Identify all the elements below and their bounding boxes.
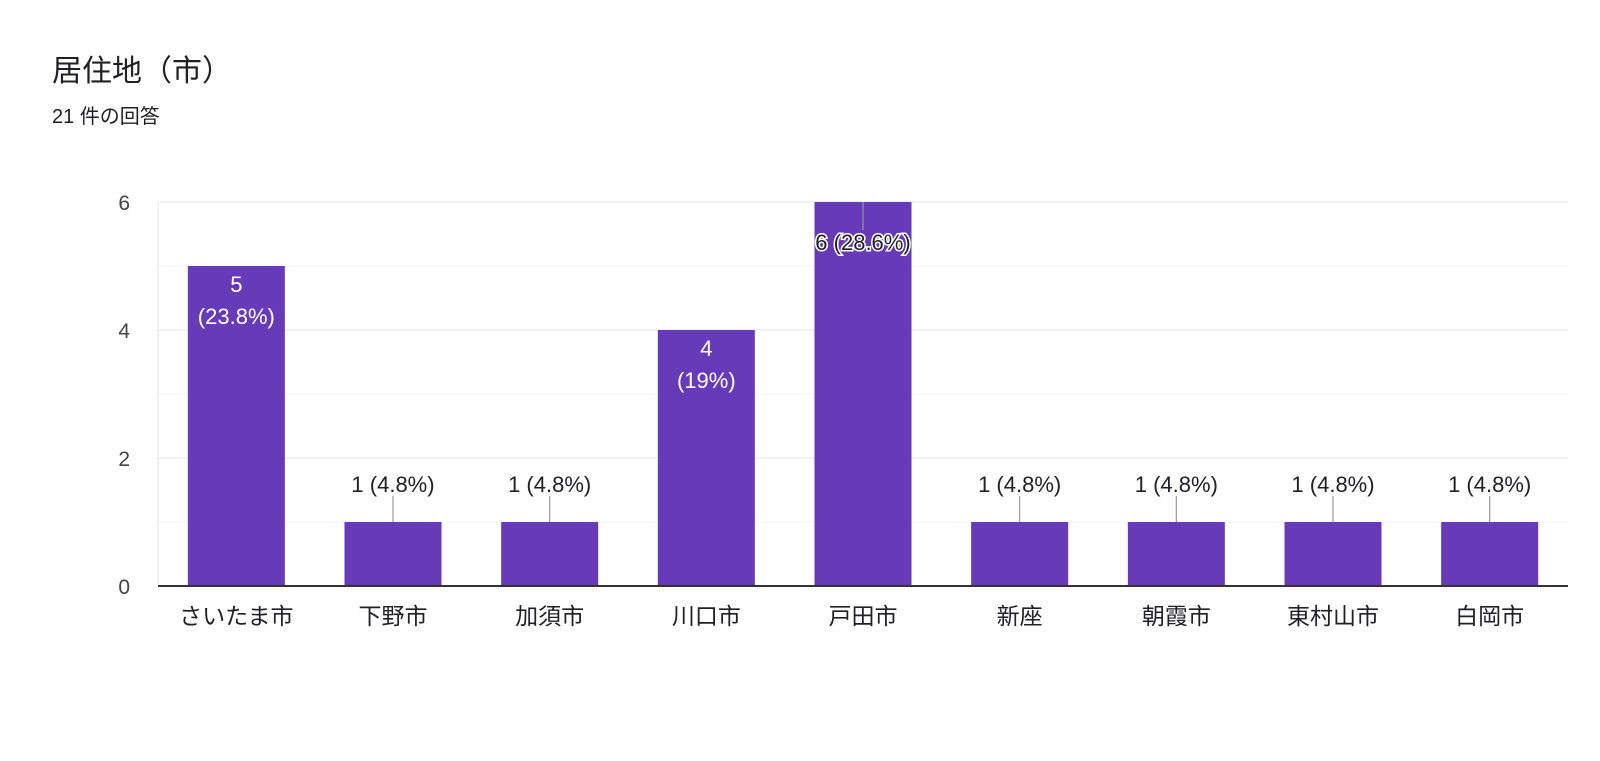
y-tick-label: 4 (118, 320, 130, 343)
response-count: 21 件の回答 (52, 106, 160, 128)
bar-5[interactable] (814, 202, 912, 586)
bar-8[interactable] (1284, 522, 1382, 586)
data-label: 1 (4.8%) (1135, 472, 1218, 497)
data-label: 1 (4.8%) (351, 472, 434, 497)
y-tick-label: 2 (118, 448, 130, 471)
chart-header: 居住地（市） 21 件の回答 (52, 50, 232, 132)
x-tick-label: 下野市 (359, 603, 428, 629)
x-tick-label: 川口市 (672, 603, 741, 629)
data-label: 1 (4.8%) (1448, 472, 1531, 497)
data-label-percent: (23.8%) (198, 304, 275, 329)
x-tick-label: 白岡市 (1455, 603, 1524, 629)
bar-4[interactable] (657, 330, 755, 586)
x-tick-label: さいたま市 (179, 603, 293, 629)
data-label: 1 (4.8%) (1291, 472, 1374, 497)
bar-3[interactable] (501, 522, 599, 586)
x-tick-label: 新座 (997, 603, 1043, 629)
data-label-percent: (19%) (677, 368, 736, 393)
bar-2[interactable] (344, 522, 442, 586)
y-tick-label: 6 (118, 192, 130, 215)
bar-9[interactable] (1441, 522, 1539, 586)
x-tick-label: 朝霞市 (1142, 603, 1211, 629)
data-label-value: 5 (230, 272, 242, 297)
data-label: 1 (4.8%) (978, 472, 1061, 497)
chart-title: 居住地（市） (52, 55, 232, 88)
y-tick-label: 0 (118, 576, 130, 599)
bar-6[interactable] (971, 522, 1069, 586)
bar-1[interactable] (187, 266, 285, 586)
x-tick-label: 東村山市 (1287, 603, 1379, 629)
x-tick-label: 加須市 (515, 603, 584, 629)
data-label-value: 4 (700, 336, 712, 361)
bar-7[interactable] (1127, 522, 1225, 586)
data-label: 1 (4.8%) (508, 472, 591, 497)
data-label: 6 (28.6%) (815, 230, 910, 255)
x-tick-label: 戸田市 (829, 603, 898, 629)
